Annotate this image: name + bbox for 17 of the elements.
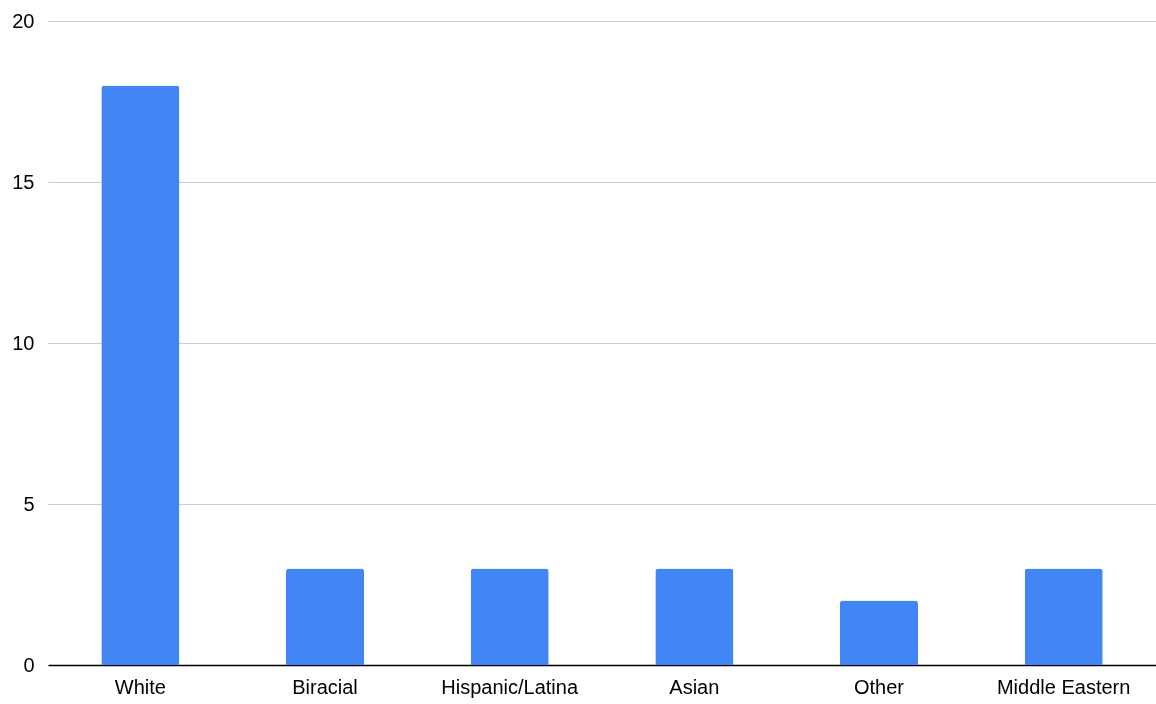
y-tick-label: 5 — [23, 492, 35, 515]
bar — [655, 568, 734, 665]
bar — [470, 568, 549, 665]
y-tick-label: 10 — [12, 331, 35, 354]
x-tick-label: Other — [853, 675, 905, 698]
bar — [1024, 568, 1103, 665]
y-tick-label: 20 — [12, 9, 35, 32]
bar — [285, 568, 365, 665]
x-tick-label: Hispanic/Latina — [441, 675, 579, 698]
x-tick-label: Middle Eastern — [996, 675, 1131, 698]
y-tick-label: 0 — [23, 653, 35, 676]
bar — [839, 600, 919, 665]
x-tick-label: Biracial — [292, 675, 358, 698]
x-tick-label: White — [114, 675, 166, 698]
x-tick-label: Asian — [669, 675, 720, 698]
y-tick-label: 15 — [12, 170, 35, 193]
bar — [101, 85, 180, 665]
